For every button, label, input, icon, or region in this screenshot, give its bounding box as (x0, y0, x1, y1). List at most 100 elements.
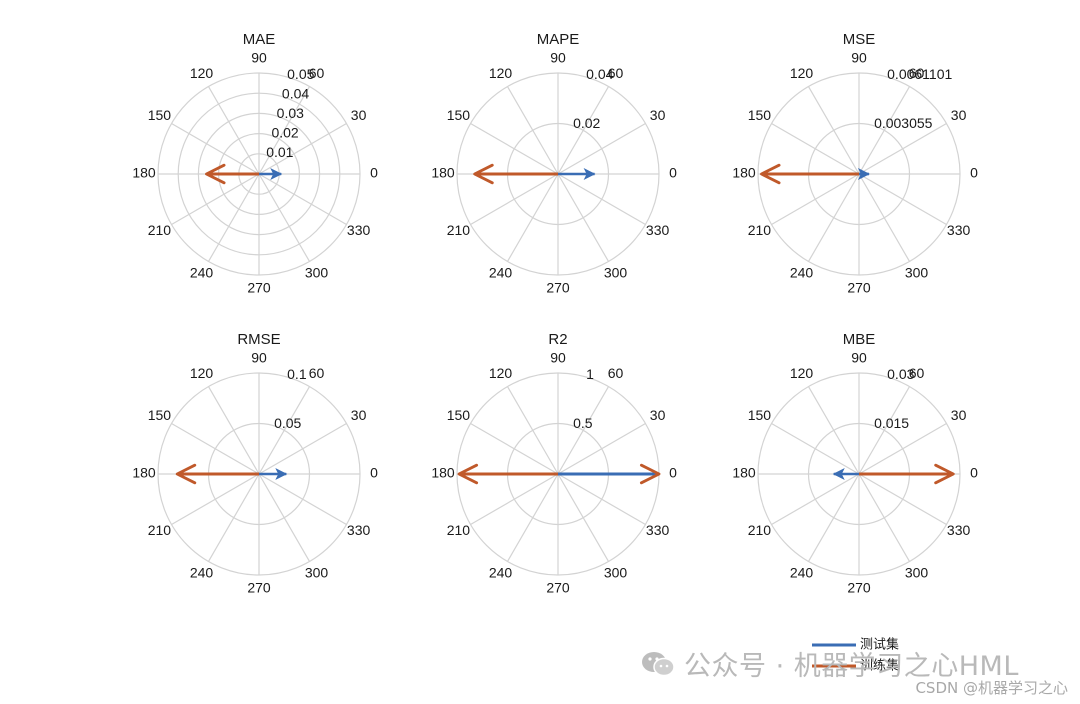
theta-tick-label: 300 (604, 564, 628, 580)
theta-tick-label: 150 (447, 107, 471, 123)
theta-tick-label: 300 (905, 264, 929, 280)
grid-spoke (258, 173, 311, 262)
grid-spoke (557, 386, 610, 475)
theta-tick-label: 150 (148, 407, 172, 423)
grid-spoke (557, 173, 646, 226)
grid-spoke (858, 122, 947, 175)
wechat-icon (642, 651, 675, 676)
theta-tick-label: 300 (305, 564, 329, 580)
theta-tick-label: 150 (748, 107, 772, 123)
theta-tick-label: 90 (851, 50, 867, 66)
grid-spoke (807, 86, 860, 175)
theta-tick-label: 120 (790, 65, 814, 81)
grid-spoke (858, 86, 911, 175)
grid-spoke (258, 473, 347, 526)
polar-subplot-mse: 0 30 60 90 120 150 180 210 240 270 300 330 0.003055 0… (732, 31, 978, 296)
subplot-title: MAE (243, 31, 276, 48)
grid-spoke (858, 173, 947, 226)
theta-tick-label: 330 (646, 522, 670, 538)
grid-spoke (171, 473, 260, 526)
theta-tick-label: 90 (251, 50, 267, 66)
theta-tick-label: 180 (132, 165, 156, 181)
polar-subplot-mae: 0 30 60 90 120 150 180 210 240 270 300 330 0.01 0.02 0… (132, 31, 378, 296)
grid-spoke (470, 473, 559, 526)
theta-tick-label: 330 (947, 522, 971, 538)
theta-tick-label: 180 (732, 465, 756, 481)
r-tick-label: 0.02 (271, 125, 298, 141)
watermark-csdn: CSDN @机器学习之心 (915, 679, 1068, 697)
grid-spoke (557, 173, 610, 262)
grid-spoke (258, 122, 347, 175)
grid-spoke (807, 173, 860, 262)
grid-spoke (258, 86, 311, 175)
theta-tick-label: 120 (190, 65, 214, 81)
theta-tick-label: 30 (351, 107, 367, 123)
r-tick-label: 0.1 (287, 366, 307, 382)
r-tick-label: 0.04 (586, 66, 613, 82)
theta-tick-label: 90 (251, 350, 267, 366)
r-tick-label: 0.05 (287, 66, 314, 82)
theta-tick-label: 330 (347, 222, 371, 238)
theta-tick-label: 60 (909, 65, 925, 81)
grid-spoke (207, 386, 260, 475)
grid-spoke (506, 473, 559, 562)
subplot-title: MBE (843, 331, 876, 348)
polar-subplot-r2: 0 30 60 90 120 150 180 210 240 270 300 330 0.5 1 R2 (431, 331, 677, 596)
grid-spoke (858, 173, 911, 262)
theta-tick-label: 0 (970, 165, 978, 181)
theta-tick-label: 210 (148, 222, 172, 238)
theta-tick-label: 270 (247, 580, 271, 596)
theta-tick-label: 60 (309, 365, 325, 381)
grid-spoke (858, 473, 947, 526)
polar-subplot-rmse: 0 30 60 90 120 150 180 210 240 270 300 330 0.05 0.1 RM… (132, 331, 378, 596)
theta-tick-label: 270 (546, 580, 570, 596)
grid-spoke (807, 386, 860, 475)
theta-tick-label: 0 (970, 465, 978, 481)
theta-tick-label: 30 (951, 407, 967, 423)
theta-tick-label: 30 (951, 107, 967, 123)
grid-spoke (771, 422, 860, 475)
theta-tick-label: 0 (669, 165, 677, 181)
theta-tick-label: 300 (905, 564, 929, 580)
theta-tick-label: 240 (790, 264, 814, 280)
theta-tick-label: 240 (190, 564, 214, 580)
grid-spoke (858, 473, 911, 562)
grid-spoke (771, 173, 860, 226)
theta-tick-label: 210 (748, 222, 772, 238)
theta-tick-label: 150 (748, 407, 772, 423)
theta-tick-label: 120 (489, 65, 513, 81)
theta-tick-label: 60 (309, 65, 325, 81)
theta-tick-label: 30 (351, 407, 367, 423)
grid-spoke (258, 473, 311, 562)
r-tick-label: 0.04 (282, 86, 309, 102)
theta-tick-label: 60 (608, 365, 624, 381)
theta-tick-label: 300 (305, 264, 329, 280)
theta-tick-label: 270 (847, 580, 871, 596)
polar-subplot-mbe: 0 30 60 90 120 150 180 210 240 270 300 330 0.015 0.03… (732, 331, 978, 596)
theta-tick-label: 210 (447, 522, 471, 538)
theta-tick-label: 60 (608, 65, 624, 81)
theta-tick-label: 240 (190, 264, 214, 280)
theta-tick-label: 120 (790, 365, 814, 381)
grid-spoke (557, 473, 610, 562)
theta-tick-label: 300 (604, 264, 628, 280)
grid-spoke (807, 473, 860, 562)
theta-tick-label: 210 (447, 222, 471, 238)
subplot-title: RMSE (237, 331, 280, 348)
theta-tick-label: 180 (132, 465, 156, 481)
theta-tick-label: 210 (748, 522, 772, 538)
watermark-main: 公众号 · 机器学习之心HML (640, 644, 1019, 683)
r-tick-label: 0.03 (277, 105, 304, 121)
grid-spoke (470, 422, 559, 475)
grid-spoke (207, 473, 260, 562)
grid-spoke (557, 422, 646, 475)
grid-spoke (258, 386, 311, 475)
watermark-main-text: 公众号 · 机器学习之心HML (684, 651, 1019, 682)
grid-spoke (207, 86, 260, 175)
theta-tick-label: 60 (909, 365, 925, 381)
grid-spoke (557, 86, 610, 175)
theta-tick-label: 180 (732, 165, 756, 181)
grid-spoke (506, 173, 559, 262)
